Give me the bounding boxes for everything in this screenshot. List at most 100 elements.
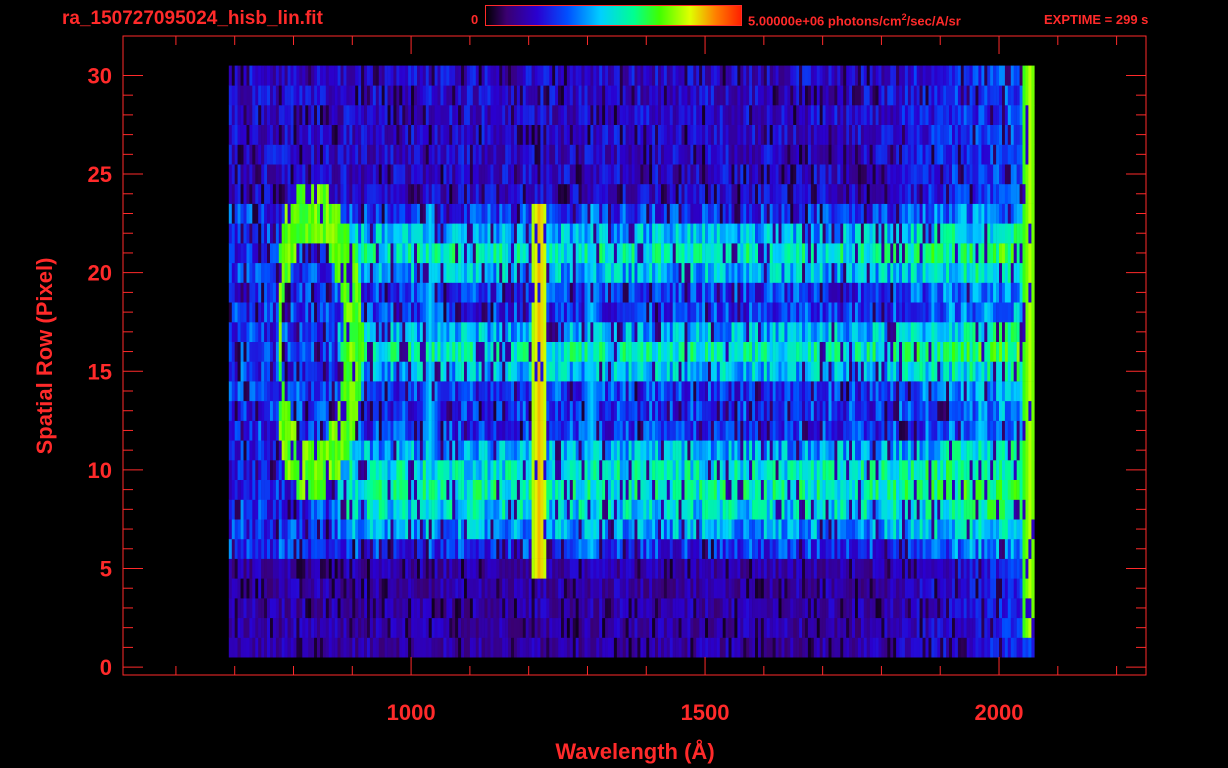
heatmap-cell	[943, 322, 947, 342]
heatmap-cell	[270, 420, 274, 441]
heatmap-cell	[546, 519, 550, 540]
heatmap-cell	[599, 617, 603, 638]
heatmap-cell	[696, 460, 700, 480]
heatmap-cell	[458, 440, 462, 461]
heatmap-cell	[417, 381, 421, 402]
heatmap-cell	[705, 381, 709, 402]
heatmap-cell	[637, 302, 641, 323]
heatmap-cell	[305, 460, 309, 480]
heatmap-cell	[414, 558, 418, 579]
heatmap-cell	[934, 361, 938, 382]
heatmap-cell	[572, 361, 576, 382]
heatmap-cell	[625, 440, 629, 461]
heatmap-cell	[563, 479, 568, 500]
heatmap-cell	[449, 302, 453, 323]
heatmap-cell	[760, 460, 765, 480]
heatmap-cell	[954, 302, 959, 323]
heatmap-cell	[378, 479, 382, 500]
heatmap-cell	[807, 578, 812, 599]
heatmap-cell	[449, 420, 453, 441]
heatmap-cell	[625, 499, 629, 520]
heatmap-cell	[287, 538, 291, 559]
heatmap-cell	[728, 479, 732, 500]
heatmap-cell	[893, 538, 897, 559]
heatmap-cell	[1019, 460, 1023, 480]
heatmap-cell	[907, 479, 912, 500]
heatmap-cell	[331, 499, 335, 520]
heatmap-cell	[669, 617, 673, 638]
heatmap-cell	[611, 538, 615, 559]
heatmap-cell	[643, 381, 647, 402]
heatmap-cell	[1007, 637, 1011, 658]
heatmap-cell	[481, 617, 485, 638]
heatmap-cell	[628, 479, 632, 500]
heatmap-cell	[540, 637, 544, 658]
heatmap-cell	[258, 460, 262, 480]
heatmap-cell	[919, 302, 923, 323]
heatmap-cell	[793, 302, 797, 323]
heatmap-cell	[455, 538, 459, 559]
heatmap-cell	[281, 519, 285, 540]
heatmap-cell	[925, 322, 929, 342]
heatmap-cell	[805, 499, 809, 520]
heatmap-cell	[558, 460, 562, 480]
heatmap-cell	[681, 499, 685, 520]
heatmap-cell	[599, 479, 603, 500]
heatmap-cell	[314, 341, 318, 362]
heatmap-cell	[372, 341, 377, 362]
heatmap-cell	[572, 420, 576, 441]
heatmap-cell	[766, 420, 770, 441]
heatmap-cell	[231, 341, 235, 362]
heatmap-cell	[999, 400, 1003, 421]
heatmap-cell	[952, 617, 956, 638]
heatmap-cell	[375, 637, 379, 658]
heatmap-cell	[831, 617, 835, 638]
heatmap-cell	[860, 400, 865, 421]
heatmap-cell	[940, 538, 944, 559]
heatmap-cell	[522, 499, 526, 520]
heatmap-cell	[666, 400, 670, 421]
heatmap-cell	[469, 617, 474, 638]
heatmap-cell	[519, 341, 524, 362]
heatmap-cell	[578, 381, 582, 402]
heatmap-cell	[643, 538, 647, 559]
heatmap-cell	[990, 460, 994, 480]
heatmap-cell	[910, 420, 914, 441]
heatmap-cell	[725, 598, 729, 619]
heatmap-cell	[555, 341, 559, 362]
heatmap-cell	[534, 381, 538, 402]
heatmap-cell	[825, 341, 829, 362]
heatmap-cell	[646, 440, 650, 461]
heatmap-cell	[561, 558, 565, 579]
heatmap-cell	[687, 361, 691, 382]
heatmap-cell	[731, 322, 735, 342]
heatmap-cell	[599, 361, 603, 382]
heatmap-cell	[478, 322, 482, 342]
heatmap-cell	[816, 440, 820, 461]
heatmap-cell	[869, 598, 873, 619]
heatmap-cell	[713, 420, 718, 441]
heatmap-cell	[331, 420, 335, 441]
heatmap-cell	[367, 637, 371, 658]
heatmap-cell	[284, 578, 288, 599]
heatmap-cell	[699, 381, 703, 402]
heatmap-cell	[270, 341, 274, 362]
heatmap-cell	[925, 479, 929, 500]
heatmap-cell	[972, 322, 976, 342]
heatmap-cell	[769, 322, 773, 342]
heatmap-cell	[396, 381, 400, 402]
heatmap-cell	[702, 341, 706, 362]
heatmap-cell	[334, 479, 338, 500]
heatmap-cell	[705, 578, 709, 599]
heatmap-cell	[299, 361, 303, 382]
heatmap-cell	[637, 617, 641, 638]
heatmap-cell	[611, 499, 615, 520]
heatmap-cell	[328, 322, 332, 342]
heatmap-cell	[466, 302, 471, 323]
heatmap-cell	[731, 361, 735, 382]
heatmap-cell	[546, 361, 550, 382]
heatmap-cell	[384, 420, 388, 441]
heatmap-cell	[749, 479, 753, 500]
heatmap-cell	[952, 420, 956, 441]
heatmap-cell	[696, 558, 700, 579]
